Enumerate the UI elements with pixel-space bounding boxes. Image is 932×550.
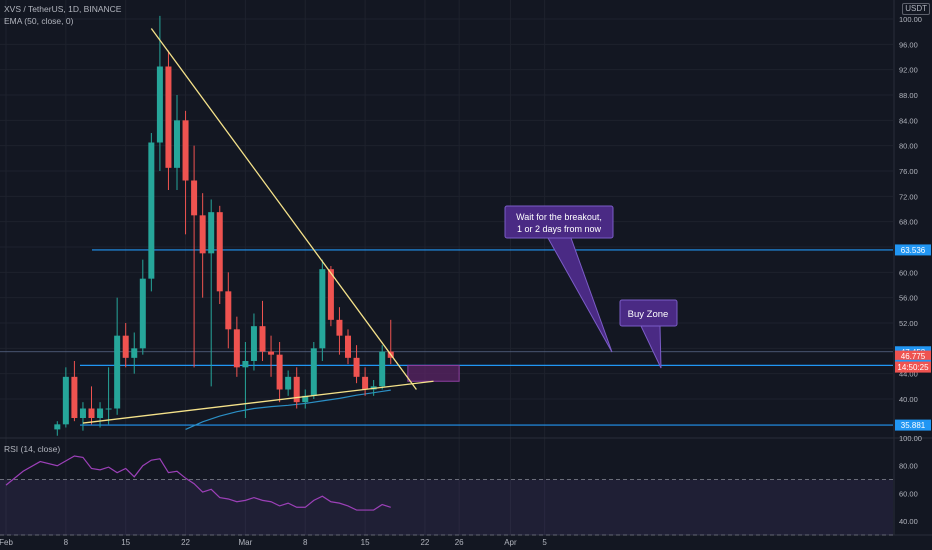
- candle-up[interactable]: [174, 120, 180, 168]
- candle-down[interactable]: [345, 335, 351, 358]
- y-tick-label: 44.00: [899, 370, 918, 379]
- y-tick-label: 40.00: [899, 395, 918, 404]
- price-axis-label: 63.536: [901, 246, 926, 255]
- x-tick-label: 8: [303, 538, 308, 547]
- trendline[interactable]: [82, 380, 434, 424]
- breakout-callout-text-line1: Wait for the breakout,: [516, 212, 602, 222]
- price-axis-label-bg: [895, 244, 931, 256]
- y-tick-label: 88.00: [899, 91, 918, 100]
- candle-down[interactable]: [216, 212, 223, 292]
- candle-down[interactable]: [268, 351, 275, 355]
- rsi-y-tick-label: 40.00: [899, 517, 918, 526]
- candle-down[interactable]: [233, 329, 240, 368]
- x-tick-label: Apr: [504, 538, 517, 547]
- y-tick-label: 72.00: [899, 192, 918, 201]
- x-tick-label: 22: [420, 538, 429, 547]
- candle-up[interactable]: [62, 376, 69, 425]
- candle-down[interactable]: [276, 354, 283, 390]
- countdown-label-bg: [895, 361, 931, 373]
- candle-down[interactable]: [122, 335, 129, 358]
- candle-down[interactable]: [353, 357, 360, 377]
- y-tick-label: 92.00: [899, 66, 918, 75]
- y-tick-label: 60.00: [899, 268, 918, 277]
- candle-down[interactable]: [199, 215, 206, 254]
- candle-up[interactable]: [379, 351, 386, 387]
- candle-up[interactable]: [131, 348, 138, 358]
- countdown-label: 14:50:25: [897, 363, 929, 372]
- candle-up[interactable]: [285, 376, 292, 390]
- symbol-title: XVS / TetherUS, 1D, BINANCE: [4, 4, 122, 14]
- candle-up[interactable]: [208, 212, 215, 254]
- ema-line: [185, 389, 391, 430]
- trendline[interactable]: [150, 28, 417, 390]
- x-tick-label: 8: [64, 538, 69, 547]
- price-axis-label-bg: [895, 350, 931, 362]
- y-tick-label: 84.00: [899, 116, 918, 125]
- y-tick-label: 96.00: [899, 40, 918, 49]
- candle-down[interactable]: [71, 376, 78, 418]
- candle-down[interactable]: [362, 376, 369, 390]
- y-tick-label: 76.00: [899, 167, 918, 176]
- x-tick-label: Feb: [0, 538, 13, 547]
- candle-up[interactable]: [148, 142, 155, 279]
- price-axis-label: 35.881: [901, 421, 926, 430]
- candle-down[interactable]: [165, 66, 172, 168]
- rsi-y-tick-label: 60.00: [899, 489, 918, 498]
- candle-down[interactable]: [88, 408, 95, 419]
- candle-down[interactable]: [293, 376, 300, 403]
- candle-up[interactable]: [54, 424, 61, 430]
- candle-up[interactable]: [97, 408, 104, 419]
- candle-up[interactable]: [242, 361, 249, 368]
- candle-up[interactable]: [139, 278, 146, 349]
- y-tick-label: 52.00: [899, 319, 918, 328]
- candle-up[interactable]: [79, 408, 86, 419]
- y-tick-label: 80.00: [899, 142, 918, 151]
- buy-zone-callout-box[interactable]: [619, 299, 678, 327]
- x-tick-label: Mar: [239, 538, 253, 547]
- candle-up[interactable]: [250, 326, 257, 361]
- buy-zone-rect[interactable]: [407, 364, 460, 382]
- candle-up[interactable]: [302, 395, 309, 403]
- breakout-callout-box[interactable]: [504, 205, 614, 239]
- currency-unit-badge[interactable]: USDT: [902, 3, 930, 15]
- breakout-callout-text-line2: 1 or 2 days from now: [517, 224, 602, 234]
- x-tick-label: 26: [455, 538, 464, 547]
- candle-up[interactable]: [310, 348, 317, 396]
- y-tick-label: 100.00: [899, 15, 922, 24]
- ema-indicator-label: EMA (50, close, 0): [4, 16, 74, 26]
- x-tick-label: 15: [361, 538, 370, 547]
- candle-down[interactable]: [182, 120, 189, 181]
- y-tick-label: 56.00: [899, 294, 918, 303]
- price-axis-label: 46.775: [901, 352, 926, 361]
- candle-up[interactable]: [156, 66, 163, 143]
- rsi-indicator-label: RSI (14, close): [4, 444, 61, 454]
- candle-up[interactable]: [114, 335, 121, 409]
- x-tick-label: 15: [121, 538, 130, 547]
- rsi-line: [5, 455, 391, 511]
- candle-up[interactable]: [319, 269, 326, 349]
- x-tick-label: 5: [542, 538, 547, 547]
- candle-down[interactable]: [336, 319, 343, 336]
- candle-up[interactable]: [105, 408, 112, 410]
- y-tick-label: 68.00: [899, 218, 918, 227]
- x-tick-label: 22: [181, 538, 190, 547]
- candle-down[interactable]: [327, 269, 334, 320]
- candle-down[interactable]: [259, 326, 266, 352]
- rsi-band: [0, 479, 893, 535]
- rsi-y-tick-label: 80.00: [899, 462, 918, 471]
- price-axis-label-bg: [895, 419, 931, 431]
- candle-down[interactable]: [225, 291, 232, 330]
- candle-down[interactable]: [191, 180, 198, 216]
- rsi-y-tick-label: 100.00: [899, 434, 922, 443]
- buy-zone-callout-text: Buy Zone: [628, 309, 669, 320]
